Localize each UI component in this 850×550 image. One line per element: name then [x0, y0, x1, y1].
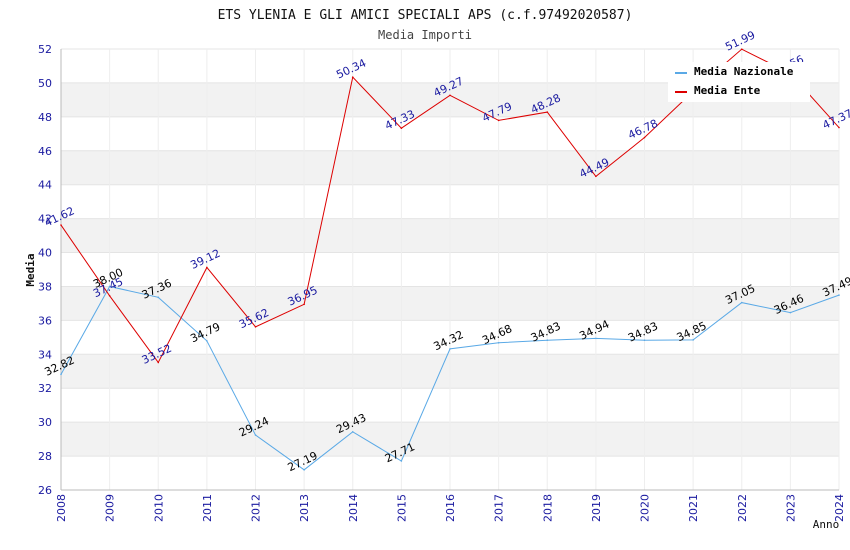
- x-axis-ticks: 2008 2009 2010 2011 2012 2013 2014 2015 2016 2017…: [55, 49, 846, 522]
- legend-box: [668, 62, 810, 102]
- legend-label-media-ente: Media Ente: [694, 84, 761, 97]
- y-axis-ticks: 26 28 30 32 34 36 38 40 42 44 46 48 50 52: [38, 43, 52, 497]
- chart-title: ETS YLENIA E GLI AMICI SPECIALI APS (c.f…: [218, 8, 633, 23]
- x-tick-label: 2020: [639, 494, 652, 522]
- data-point: [108, 294, 111, 297]
- data-point: [838, 294, 840, 296]
- data-point: [643, 339, 646, 342]
- data-point: [497, 119, 500, 122]
- y-tick-label: 50: [38, 77, 52, 90]
- x-tick-label: 2016: [444, 494, 457, 522]
- data-point: [692, 339, 694, 341]
- data-point: [595, 175, 597, 178]
- x-tick-label: 2024: [833, 494, 846, 522]
- data-point: [449, 348, 451, 350]
- y-tick-label: 38: [38, 280, 52, 293]
- data-point: [157, 361, 160, 364]
- data-point: [351, 76, 354, 78]
- data-point: [60, 373, 62, 376]
- x-tick-label: 2015: [395, 494, 408, 522]
- chart-subtitle: Media Importi: [378, 28, 472, 42]
- data-point: [108, 285, 111, 288]
- data-point: [546, 339, 549, 342]
- x-tick-label: 2012: [250, 494, 263, 522]
- x-tick-label: 2011: [201, 494, 214, 522]
- data-point: [303, 303, 305, 306]
- data-point: [400, 127, 403, 130]
- x-tick-label: 2013: [298, 494, 311, 522]
- x-tick-label: 2022: [736, 494, 749, 522]
- y-tick-label: 44: [38, 179, 52, 192]
- y-tick-label: 36: [38, 314, 52, 327]
- y-tick-label: 42: [38, 213, 52, 226]
- x-tick-label: 2021: [687, 494, 700, 522]
- x-tick-label: 2019: [590, 494, 603, 522]
- y-tick-label: 30: [38, 416, 52, 429]
- data-point: [449, 94, 451, 97]
- x-axis-label: Anno: [813, 518, 840, 531]
- data-point: [303, 469, 305, 471]
- y-tick-label: 52: [38, 43, 52, 56]
- data-point: [740, 301, 743, 304]
- data-point: [546, 111, 549, 113]
- data-point: [60, 224, 62, 226]
- x-tick-label: 2009: [104, 494, 117, 522]
- data-point: [595, 337, 597, 340]
- y-tick-label: 32: [38, 382, 52, 395]
- y-axis-label: Media: [24, 253, 37, 286]
- data-point: [789, 311, 792, 314]
- x-tick-label: 2008: [55, 494, 68, 522]
- legend: Media Nazionale Media Ente: [668, 62, 810, 102]
- x-tick-label: 2018: [541, 494, 554, 522]
- data-point: [206, 266, 208, 269]
- data-point: [206, 340, 208, 342]
- data-point: [400, 460, 403, 462]
- y-tick-label: 40: [38, 247, 52, 260]
- data-point: [254, 326, 257, 328]
- legend-label-media-nazionale: Media Nazionale: [694, 65, 794, 78]
- y-tick-label: 48: [38, 111, 52, 124]
- data-point: [157, 296, 160, 299]
- x-tick-label: 2010: [152, 494, 165, 522]
- x-tick-label: 2014: [347, 494, 360, 522]
- x-tick-label: 2017: [493, 494, 506, 522]
- data-point: [351, 431, 354, 433]
- data-point: [838, 126, 840, 129]
- y-tick-label: 28: [38, 450, 52, 463]
- y-tick-label: 26: [38, 484, 52, 497]
- data-point: [740, 48, 743, 50]
- data-point: [254, 434, 257, 436]
- data-point: [497, 341, 500, 344]
- y-tick-label: 46: [38, 145, 52, 158]
- data-point: [643, 136, 646, 139]
- y-tick-label: 34: [38, 348, 52, 361]
- x-tick-label: 2023: [784, 494, 797, 522]
